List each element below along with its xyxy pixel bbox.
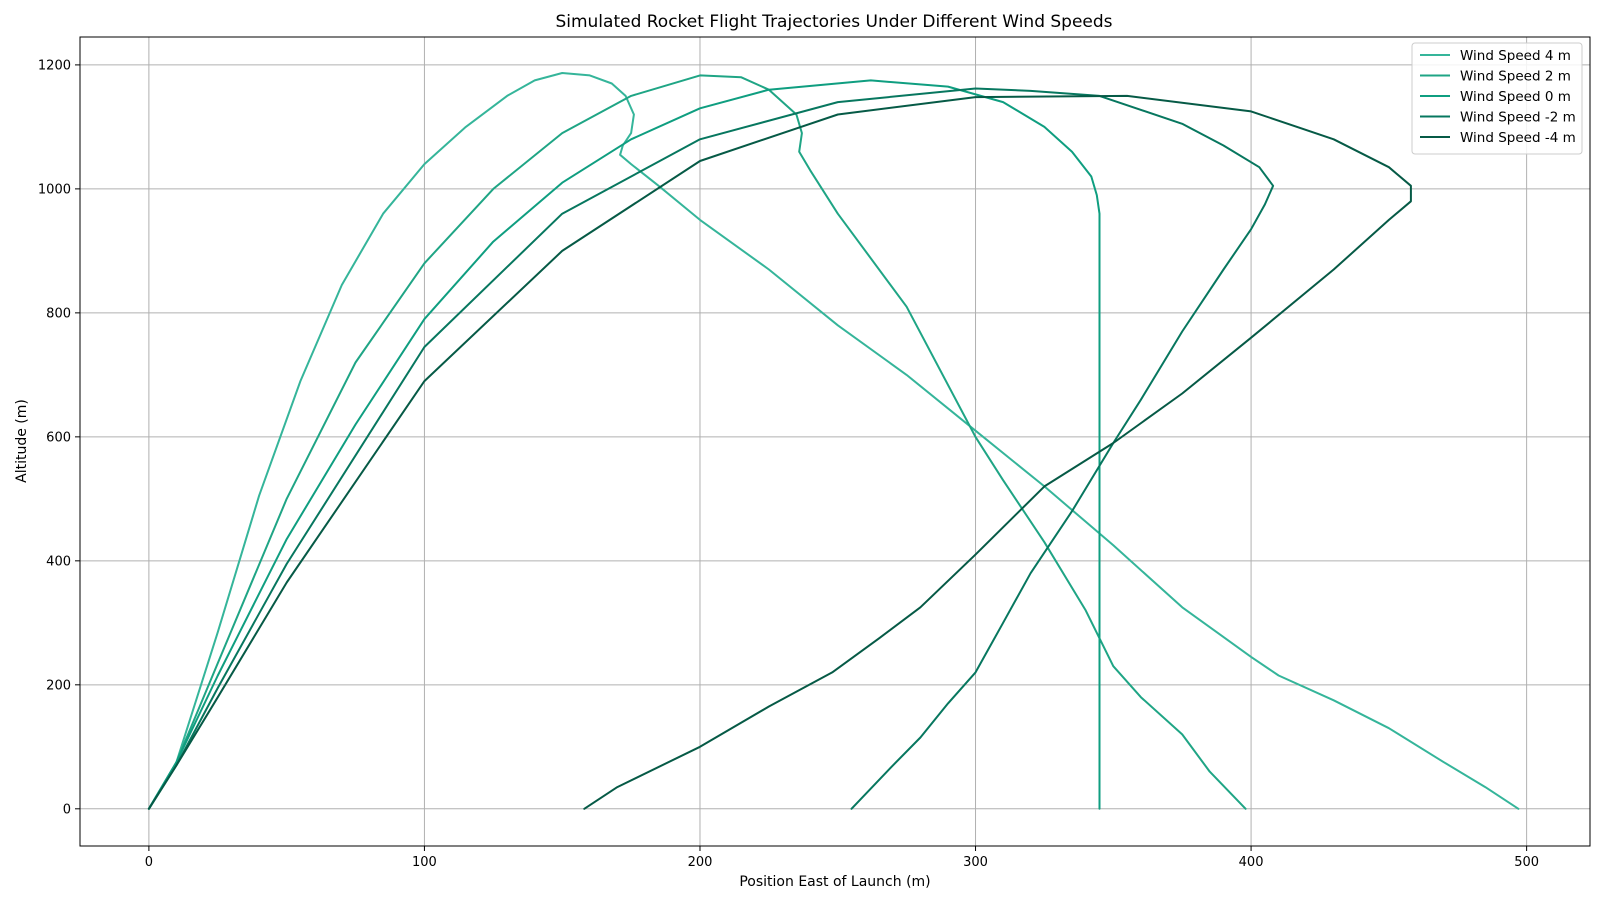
x-tick-label: 500 <box>1514 855 1539 870</box>
legend-label: Wind Speed 0 m <box>1460 89 1571 105</box>
x-axis: 0 100 200 300 400 500 <box>145 846 1539 870</box>
x-tick-label: 400 <box>1239 855 1264 870</box>
legend-label: Wind Speed 2 m <box>1460 69 1571 85</box>
y-tick-label: 1000 <box>38 182 71 197</box>
series-line-wind-speed-0-m <box>147 79 1101 810</box>
y-tick-label: 400 <box>46 554 71 569</box>
y-tick-label: 200 <box>46 678 71 693</box>
series-line-wind-speed-4-m <box>147 94 1412 810</box>
x-tick-label: 200 <box>688 855 713 870</box>
legend-label: Wind Speed -4 m <box>1460 130 1576 146</box>
series-line-wind-speed-2-m <box>147 87 1275 810</box>
legend: Wind Speed 4 m Wind Speed 2 m Wind Speed 0… <box>1411 42 1583 155</box>
series-line-wind-speed-4-m <box>147 72 1520 810</box>
x-tick-label: 300 <box>963 855 988 870</box>
y-axis-label: Altitude (m) <box>14 399 30 483</box>
x-tick-label: 100 <box>412 855 437 870</box>
grid <box>80 37 1590 846</box>
y-axis: 0 200 400 600 800 1000 1200 <box>38 58 80 817</box>
chart-title: Simulated Rocket Flight Trajectories Und… <box>555 12 1112 32</box>
series-line-wind-speed-2-m <box>147 74 1247 810</box>
legend-label: Wind Speed -2 m <box>1460 110 1576 126</box>
y-tick-label: 800 <box>46 306 71 321</box>
plot-area-frame <box>79 36 1591 847</box>
y-tick-label: 600 <box>46 430 71 445</box>
x-tick-label: 0 <box>145 855 153 870</box>
y-tick-label: 1200 <box>38 58 71 73</box>
legend-box <box>1411 42 1583 155</box>
series-lines <box>147 72 1520 810</box>
x-axis-label: Position East of Launch (m) <box>739 874 930 890</box>
legend-label: Wind Speed 4 m <box>1460 48 1571 64</box>
y-tick-label: 0 <box>63 802 71 817</box>
